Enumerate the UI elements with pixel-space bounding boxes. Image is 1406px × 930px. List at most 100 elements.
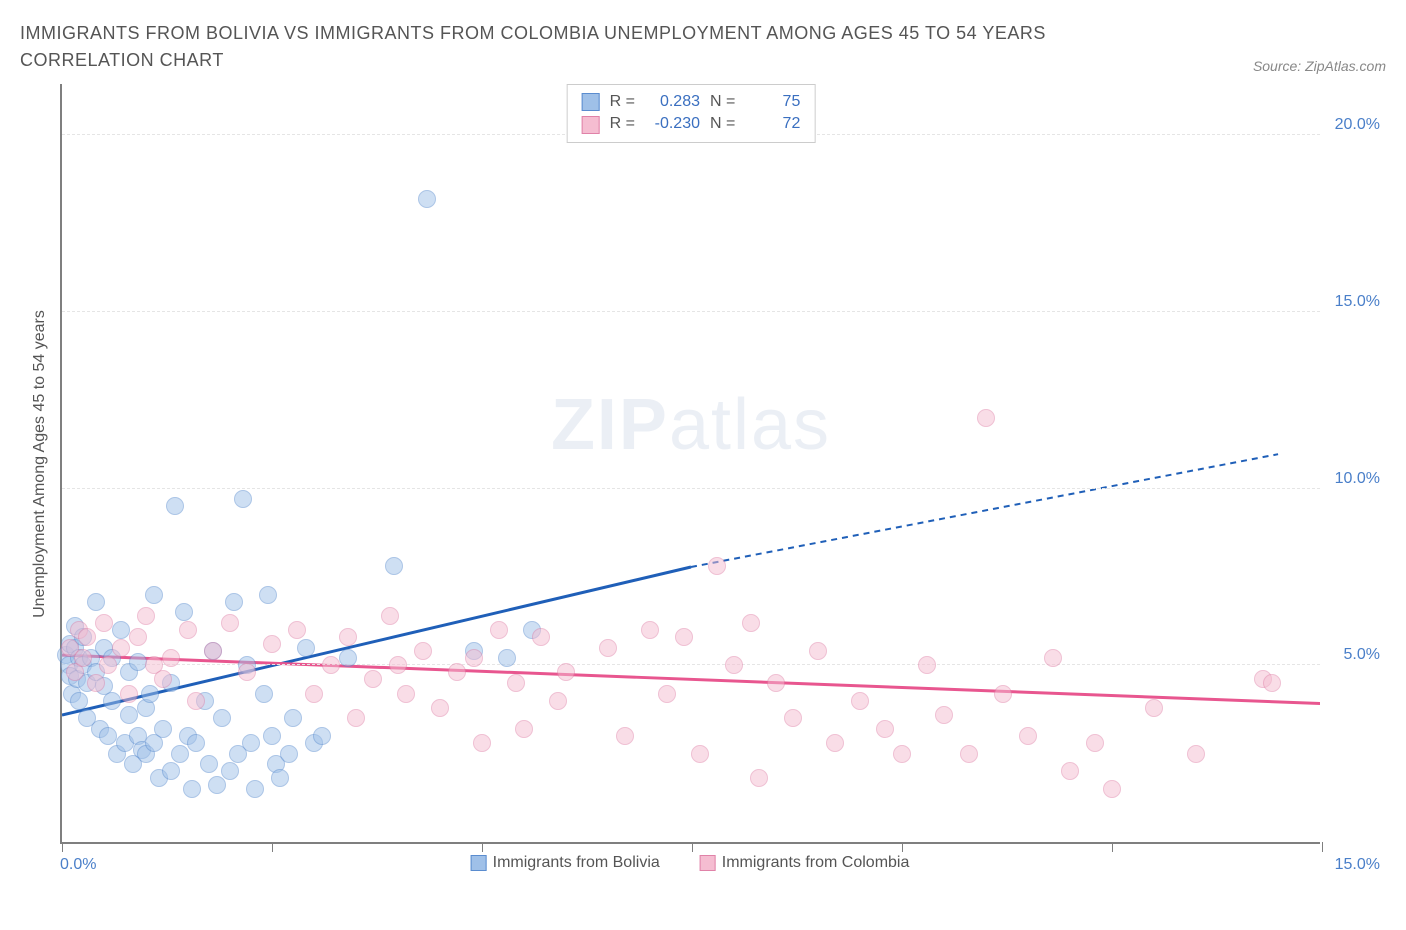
chart-source: Source: ZipAtlas.com bbox=[1253, 58, 1386, 74]
legend-label: Immigrants from Bolivia bbox=[493, 854, 660, 871]
scatter-point bbox=[74, 649, 92, 667]
scatter-point bbox=[187, 692, 205, 710]
scatter-point bbox=[507, 674, 525, 692]
scatter-point bbox=[490, 621, 508, 639]
stats-row: R =-0.230N =72 bbox=[582, 113, 801, 135]
scatter-point bbox=[297, 639, 315, 657]
scatter-point bbox=[263, 727, 281, 745]
scatter-point bbox=[658, 685, 676, 703]
scatter-point bbox=[389, 656, 407, 674]
scatter-point bbox=[1263, 674, 1281, 692]
scatter-point bbox=[397, 685, 415, 703]
chart-header: IMMIGRANTS FROM BOLIVIA VS IMMIGRANTS FR… bbox=[20, 20, 1386, 74]
scatter-point bbox=[154, 720, 172, 738]
scatter-point bbox=[95, 614, 113, 632]
stats-r-value: 0.283 bbox=[645, 91, 700, 113]
scatter-point bbox=[431, 699, 449, 717]
scatter-point bbox=[385, 557, 403, 575]
scatter-point bbox=[960, 745, 978, 763]
scatter-point bbox=[183, 780, 201, 798]
scatter-point bbox=[532, 628, 550, 646]
chart-title: IMMIGRANTS FROM BOLIVIA VS IMMIGRANTS FR… bbox=[20, 20, 1120, 74]
scatter-point bbox=[238, 663, 256, 681]
scatter-point bbox=[826, 734, 844, 752]
scatter-point bbox=[259, 586, 277, 604]
scatter-point bbox=[742, 614, 760, 632]
scatter-point bbox=[322, 656, 340, 674]
scatter-point bbox=[263, 635, 281, 653]
scatter-point bbox=[515, 720, 533, 738]
scatter-point bbox=[99, 656, 117, 674]
scatter-point bbox=[166, 497, 184, 515]
scatter-point bbox=[809, 642, 827, 660]
scatter-point bbox=[171, 745, 189, 763]
scatter-point bbox=[977, 409, 995, 427]
scatter-point bbox=[288, 621, 306, 639]
scatter-point bbox=[1145, 699, 1163, 717]
scatter-point bbox=[255, 685, 273, 703]
scatter-point bbox=[154, 670, 172, 688]
scatter-point bbox=[725, 656, 743, 674]
scatter-point bbox=[1061, 762, 1079, 780]
scatter-point bbox=[364, 670, 382, 688]
scatter-point bbox=[549, 692, 567, 710]
scatter-point bbox=[339, 649, 357, 667]
scatter-point bbox=[280, 745, 298, 763]
trend-line-dashed bbox=[691, 454, 1278, 567]
scatter-point bbox=[99, 727, 117, 745]
scatter-point bbox=[234, 490, 252, 508]
scatter-point bbox=[87, 674, 105, 692]
grid-line bbox=[62, 488, 1320, 489]
scatter-point bbox=[381, 607, 399, 625]
scatter-point bbox=[935, 706, 953, 724]
scatter-point bbox=[347, 709, 365, 727]
scatter-point bbox=[448, 663, 466, 681]
scatter-point bbox=[187, 734, 205, 752]
stats-n-label: N = bbox=[710, 113, 735, 135]
scatter-point bbox=[414, 642, 432, 660]
scatter-point bbox=[213, 709, 231, 727]
scatter-point bbox=[208, 776, 226, 794]
scatter-point bbox=[473, 734, 491, 752]
scatter-point bbox=[242, 734, 260, 752]
scatter-point bbox=[179, 621, 197, 639]
stats-r-label: R = bbox=[610, 91, 635, 113]
legend-label: Immigrants from Colombia bbox=[722, 854, 910, 871]
scatter-point bbox=[418, 190, 436, 208]
scatter-point bbox=[145, 586, 163, 604]
scatter-point bbox=[557, 663, 575, 681]
scatter-point bbox=[784, 709, 802, 727]
y-axis-label: Unemployment Among Ages 45 to 54 years bbox=[31, 310, 49, 618]
legend-item: Immigrants from Bolivia bbox=[471, 854, 660, 872]
scatter-point bbox=[750, 769, 768, 787]
scatter-point bbox=[691, 745, 709, 763]
stats-r-label: R = bbox=[610, 113, 635, 135]
scatter-point bbox=[616, 727, 634, 745]
correlation-chart: IMMIGRANTS FROM BOLIVIA VS IMMIGRANTS FR… bbox=[20, 20, 1386, 874]
scatter-point bbox=[129, 653, 147, 671]
legend-swatch bbox=[471, 855, 487, 871]
scatter-point bbox=[1044, 649, 1062, 667]
scatter-point bbox=[221, 614, 239, 632]
stats-row: R =0.283N =75 bbox=[582, 91, 801, 113]
scatter-point bbox=[893, 745, 911, 763]
x-axis-row: 0.0% Immigrants from Bolivia Immigrants f… bbox=[60, 844, 1320, 874]
scatter-point bbox=[175, 603, 193, 621]
scatter-point bbox=[246, 780, 264, 798]
scatter-point bbox=[221, 762, 239, 780]
scatter-point bbox=[284, 709, 302, 727]
scatter-point bbox=[1103, 780, 1121, 798]
scatter-point bbox=[204, 642, 222, 660]
x-axis-min-label: 0.0% bbox=[60, 856, 96, 874]
scatter-point bbox=[767, 674, 785, 692]
legend-swatch bbox=[700, 855, 716, 871]
scatter-point bbox=[708, 557, 726, 575]
legend-item: Immigrants from Colombia bbox=[700, 854, 910, 872]
scatter-point bbox=[78, 628, 96, 646]
scatter-point bbox=[129, 628, 147, 646]
stats-legend-box: R =0.283N =75R =-0.230N =72 bbox=[567, 84, 816, 143]
scatter-point bbox=[918, 656, 936, 674]
scatter-point bbox=[1019, 727, 1037, 745]
watermark: ZIPatlas bbox=[551, 384, 831, 466]
stats-r-value: -0.230 bbox=[645, 113, 700, 135]
